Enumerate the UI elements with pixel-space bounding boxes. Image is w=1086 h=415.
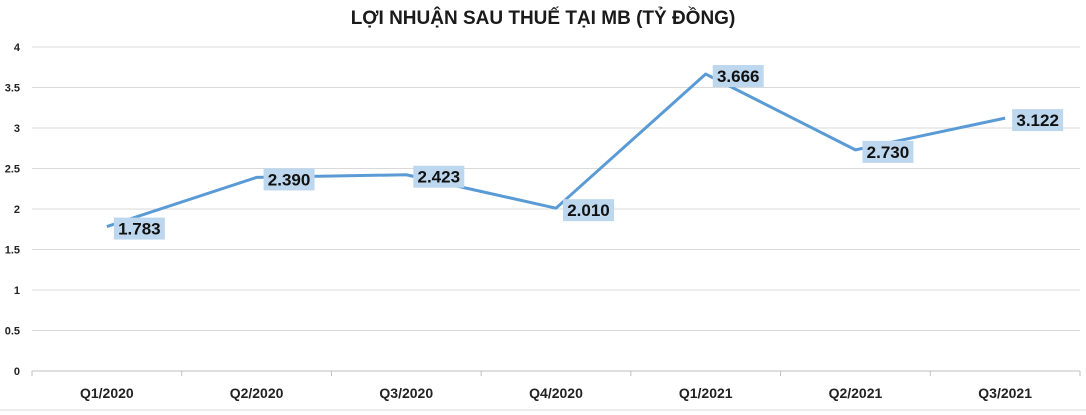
data-labels: 1.783 2.390 2.423 2.010 3.666 2.730 3.122 xyxy=(113,65,1064,240)
y-tick-label: 1 xyxy=(14,285,20,297)
data-label-box xyxy=(563,199,614,222)
y-axis-ticks: 0 0.5 1 1.5 2 2.5 3 3.5 4 xyxy=(5,42,21,378)
data-label-box xyxy=(113,217,165,240)
data-label: 1.783 xyxy=(118,220,161,239)
data-label-box xyxy=(413,165,465,188)
x-tick-label: Q3/2020 xyxy=(379,385,433,401)
data-label: 2.010 xyxy=(567,201,610,220)
y-tick-label: 2 xyxy=(14,204,20,216)
data-label: 3.666 xyxy=(717,67,760,86)
x-tick-label: Q1/2021 xyxy=(679,385,733,401)
data-label: 2.730 xyxy=(867,143,910,162)
data-label-box xyxy=(263,168,315,191)
data-label: 3.122 xyxy=(1016,111,1059,130)
y-tick-label: 3.5 xyxy=(5,83,20,95)
series-line-path xyxy=(106,72,1006,229)
y-tick-label: 3 xyxy=(14,123,20,135)
data-label-box xyxy=(862,140,914,163)
y-tick-label: 0 xyxy=(14,366,20,378)
x-tick-label: Q2/2020 xyxy=(230,385,284,401)
y-tick-label: 4 xyxy=(14,42,21,54)
data-label: 2.390 xyxy=(268,170,311,189)
y-tick-label: 1.5 xyxy=(5,245,20,257)
series-line xyxy=(106,72,1006,229)
data-label: 2.423 xyxy=(418,168,461,187)
x-tick-label: Q3/2021 xyxy=(978,385,1032,401)
y-tick-label: 2.5 xyxy=(5,164,20,176)
y-tick-label: 0.5 xyxy=(5,326,20,338)
data-label-box xyxy=(1012,109,1064,132)
x-tick-label: Q4/2020 xyxy=(529,385,583,401)
x-axis-ticks: Q1/2020 Q2/2020 Q3/2020 Q4/2020 Q1/2021 Q2/20… xyxy=(80,385,1032,401)
x-tick-label: Q1/2020 xyxy=(80,385,134,401)
x-tick-label: Q2/2021 xyxy=(829,385,883,401)
chart-title: LỢI NHUẬN SAU THUẾ TẠI MB (TỶ ĐỒNG) xyxy=(351,7,736,29)
data-label-box xyxy=(712,65,764,88)
